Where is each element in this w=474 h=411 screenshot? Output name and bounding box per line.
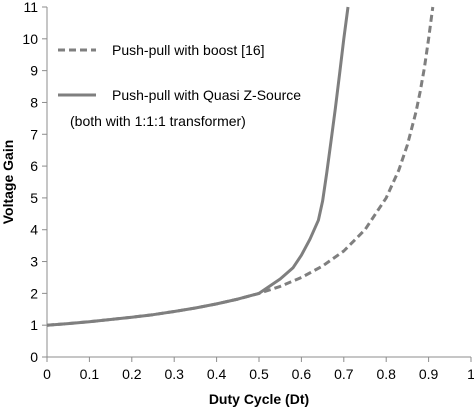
- y-tick-label: 9: [30, 63, 38, 79]
- x-tick-label: 0.3: [164, 366, 184, 382]
- y-tick-label: 1: [30, 317, 38, 333]
- x-tick-label: 0.5: [249, 366, 269, 382]
- y-tick-label: 0: [30, 349, 38, 365]
- x-tick-label: 0.7: [334, 366, 354, 382]
- y-tick-label: 3: [30, 254, 38, 270]
- legend-note: (both with 1:1:1 transformer): [70, 113, 246, 129]
- x-tick-label: 0: [43, 366, 51, 382]
- x-tick-label: 0.2: [122, 366, 142, 382]
- y-ticks: 0 1 2 3 4 5 6 7 8 9 10 11: [22, 0, 47, 365]
- x-axis-title: Duty Cycle (Dt): [209, 391, 309, 407]
- series-line-quasi-z-source: [46, 6, 350, 327]
- y-axis-title: Voltage Gain: [0, 140, 16, 225]
- x-tick-label: 0.6: [292, 366, 312, 382]
- plot-area: 0 0.1 0.2 0.3 0.4 0.5 0.6 0.7 0.8 0.9 1 0 1 2 3 4 5 6 7 8 9…: [22, 0, 474, 382]
- y-tick-label: 5: [30, 190, 38, 206]
- x-ticks: 0 0.1 0.2 0.3 0.4 0.5 0.6 0.7 0.8 0.9 1: [43, 357, 474, 382]
- x-tick-label: 1: [467, 366, 474, 382]
- y-tick-label: 10: [22, 31, 38, 47]
- y-tick-label: 2: [30, 285, 38, 301]
- y-tick-label: 11: [23, 0, 38, 15]
- series-layer: [46, 6, 435, 327]
- x-tick-label: 0.1: [80, 366, 100, 382]
- x-tick-label: 0.8: [376, 366, 396, 382]
- y-tick-label: 4: [30, 222, 38, 238]
- legend: Push-pull with boost [16] Push-pull with…: [58, 42, 301, 129]
- legend-label-boost: Push-pull with boost [16]: [112, 42, 265, 58]
- x-tick-label: 0.9: [419, 366, 439, 382]
- y-tick-label: 8: [30, 94, 38, 110]
- y-tick-label: 7: [30, 126, 38, 142]
- legend-label-qzs: Push-pull with Quasi Z-Source: [112, 87, 301, 103]
- y-tick-label: 6: [30, 158, 38, 174]
- x-tick-label: 0.4: [207, 366, 227, 382]
